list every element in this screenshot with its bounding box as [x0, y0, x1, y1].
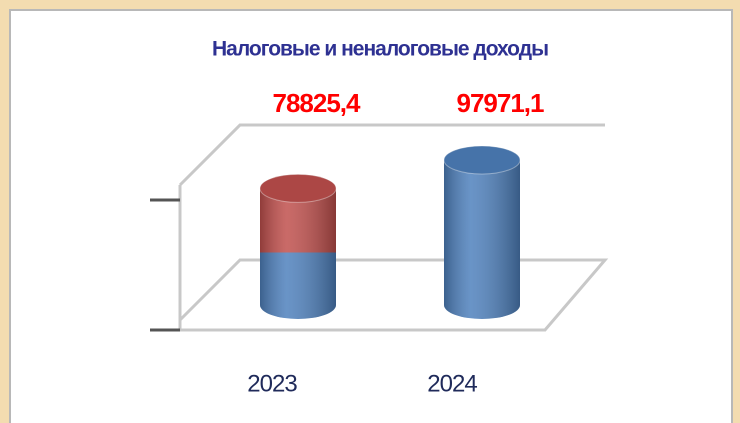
bar-shade	[444, 160, 520, 319]
x-tick-label: 2023	[247, 370, 297, 397]
bar-cap-shade	[260, 174, 336, 203]
value-label: 78825,4	[273, 88, 362, 118]
chart-title: Налоговые и неналоговые доходы	[212, 38, 548, 61]
x-tick-label: 2024	[427, 370, 477, 397]
bar-cap	[259, 173, 337, 203]
bar-cap-shade	[444, 146, 520, 175]
bar-cap	[443, 145, 521, 175]
bar-shade	[260, 188, 336, 319]
plot-frame	[150, 123, 609, 332]
panel	[9, 9, 733, 423]
bar	[443, 145, 521, 319]
bar	[259, 173, 337, 319]
value-label: 97971,1	[457, 88, 545, 118]
